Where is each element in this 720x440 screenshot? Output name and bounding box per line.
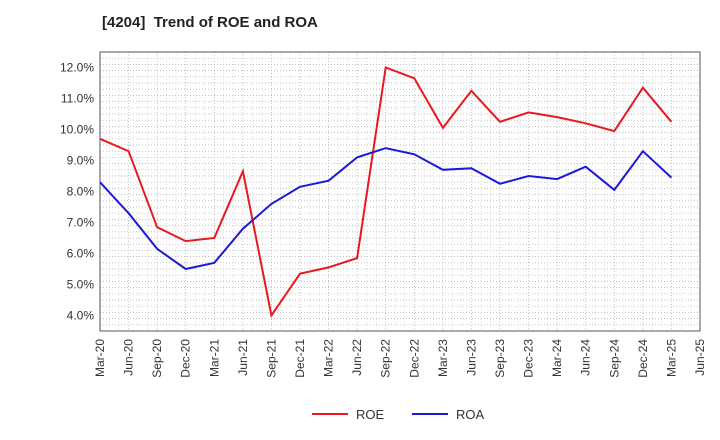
y-tick-label: 6.0% — [67, 247, 95, 261]
x-tick-label: Mar-21 — [207, 339, 221, 377]
x-tick-label: Sep-20 — [150, 339, 164, 378]
series-line-roa — [99, 147, 673, 271]
y-axis-ticks: 4.0% 5.0% 6.0% 7.0% 8.0% 9.0% 10.0% 11.0% 12.0% — [60, 61, 94, 323]
x-tick-label: Mar-23 — [436, 339, 450, 377]
y-tick-label: 11.0% — [61, 92, 94, 106]
x-tick-label: Jun-24 — [579, 339, 593, 376]
plot-area — [100, 52, 700, 331]
x-tick-label: Sep-23 — [493, 339, 507, 378]
x-tick-label: Jun-22 — [350, 339, 364, 376]
legend-item-roa: ROA — [412, 407, 485, 422]
legend-label: ROA — [456, 407, 485, 422]
plot-border — [99, 51, 701, 332]
chart-title: [4204] Trend of ROE and ROA — [102, 14, 318, 31]
grid-lines — [99, 51, 701, 332]
x-tick-label: Jun-21 — [236, 339, 250, 376]
x-tick-label: Dec-20 — [179, 339, 193, 378]
x-tick-label: Dec-23 — [522, 339, 536, 378]
x-tick-label: Jun-25 — [693, 339, 707, 376]
y-tick-label: 7.0% — [67, 216, 95, 230]
x-tick-label: Mar-25 — [664, 339, 678, 377]
x-tick-label: Dec-22 — [407, 339, 421, 378]
x-tick-label: Sep-24 — [607, 339, 621, 378]
x-tick-label: Jun-23 — [464, 339, 478, 376]
series-lines — [99, 66, 673, 319]
y-tick-label: 10.0% — [60, 123, 94, 137]
x-tick-label: Dec-24 — [636, 339, 650, 378]
x-axis-ticks: Mar-20 Jun-20 Sep-20 Dec-20 Mar-21 Jun-21 Sep-… — [93, 339, 707, 378]
y-tick-label: 5.0% — [67, 278, 95, 292]
y-tick-label: 8.0% — [67, 185, 95, 199]
x-tick-label: Sep-21 — [264, 339, 278, 378]
x-tick-label: Mar-20 — [93, 339, 107, 377]
legend: ROE ROA — [312, 407, 485, 422]
x-tick-label: Sep-22 — [379, 339, 393, 378]
y-tick-label: 4.0% — [67, 309, 95, 323]
x-tick-label: Mar-24 — [550, 339, 564, 377]
y-tick-label: 9.0% — [67, 154, 95, 168]
x-tick-label: Dec-21 — [293, 339, 307, 378]
x-tick-label: Jun-20 — [122, 339, 136, 376]
legend-label: ROE — [356, 407, 385, 422]
y-tick-label: 12.0% — [60, 61, 94, 75]
x-tick-label: Mar-22 — [322, 339, 336, 377]
legend-item-roe: ROE — [312, 407, 385, 422]
series-line-roe — [99, 66, 673, 319]
